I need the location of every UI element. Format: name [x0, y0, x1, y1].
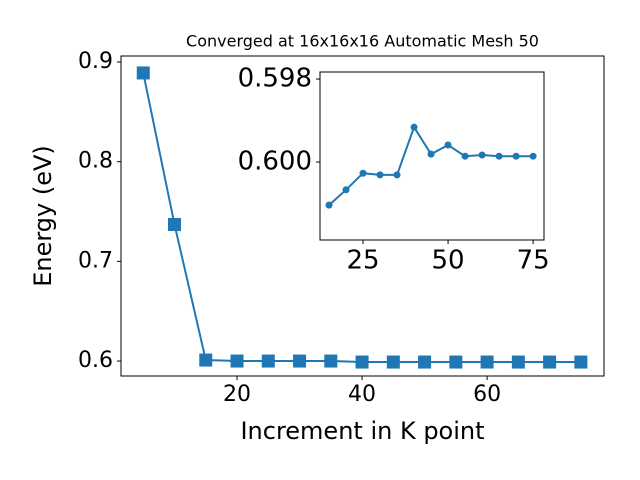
chart-title: Converged at 16x16x16 Automatic Mesh 50: [186, 32, 539, 51]
marker: [261, 354, 275, 368]
y-tick-label: 0.600: [238, 147, 312, 177]
y-tick-label: 0.598: [238, 64, 312, 94]
y-tick-label: 0.7: [78, 248, 113, 273]
x-tick-label: 50: [432, 246, 465, 276]
marker: [427, 150, 435, 158]
marker: [418, 355, 432, 369]
marker: [359, 169, 367, 177]
marker: [512, 152, 520, 160]
x-tick-label: 40: [348, 382, 376, 407]
marker: [480, 355, 494, 369]
marker: [449, 355, 463, 369]
marker: [461, 152, 469, 160]
marker: [511, 355, 525, 369]
marker: [325, 201, 333, 209]
marker: [293, 354, 307, 368]
marker: [574, 355, 588, 369]
x-tick-label: 20: [223, 382, 251, 407]
marker: [410, 123, 418, 131]
x-tick-label: 75: [517, 246, 550, 276]
y-tick-label: 0.8: [78, 149, 113, 174]
marker: [386, 355, 400, 369]
x-axis-label: Increment in K point: [240, 417, 484, 445]
y-tick-label: 0.6: [78, 348, 113, 373]
marker: [495, 152, 503, 160]
y-axis-label: Energy (eV): [29, 145, 57, 287]
marker: [199, 353, 213, 367]
x-tick-label: 25: [346, 246, 379, 276]
marker: [543, 355, 557, 369]
marker: [168, 217, 182, 231]
marker: [355, 355, 369, 369]
marker: [376, 171, 384, 179]
marker: [342, 186, 350, 194]
marker: [324, 354, 338, 368]
marker: [529, 152, 537, 160]
y-tick-label: 0.9: [78, 49, 113, 74]
marker: [393, 171, 401, 179]
marker: [230, 354, 244, 368]
marker: [478, 151, 486, 159]
marker: [444, 141, 452, 149]
x-tick-label: 60: [473, 382, 501, 407]
marker: [136, 66, 150, 80]
